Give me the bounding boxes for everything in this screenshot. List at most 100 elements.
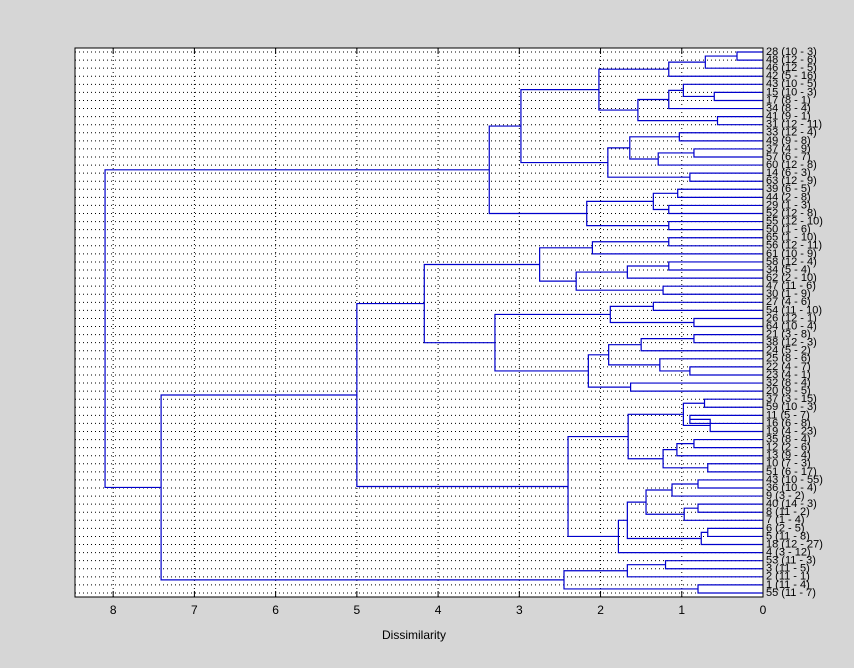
leaf-label: 48 (12 - 6) xyxy=(766,54,817,66)
leaf-label: 58 (12 - 4) xyxy=(766,256,817,268)
dendrogram-link xyxy=(607,147,690,178)
x-tick-label: 2 xyxy=(597,603,604,617)
leaf-label: 37 (4 - 9) xyxy=(766,143,811,155)
leaf-label: 47 (11 - 6) xyxy=(766,280,816,292)
leaf-label: 34 (8 - 4) xyxy=(766,102,811,114)
leaf-label: 30 (1 - 9) xyxy=(766,288,811,300)
leaf-label: 23 (4 - 1) xyxy=(766,369,811,381)
x-tick-label: 4 xyxy=(435,603,442,617)
dendrogram-link xyxy=(700,531,763,546)
dendrogram-link xyxy=(677,188,763,198)
leaf-label: 1 (11 - 4) xyxy=(766,579,810,591)
leaf-label: 40 (14 - 3) xyxy=(766,498,817,510)
leaf-label: 13 (9 - 4) xyxy=(766,450,811,462)
dendrogram-link xyxy=(682,83,763,98)
leaf-label: 21 (3 - 8) xyxy=(766,329,811,341)
leaf-label: 22 (4 - 7) xyxy=(766,361,811,373)
leaf-label: 28 (10 - 3) xyxy=(766,46,817,58)
dendrogram-link xyxy=(697,479,763,489)
leaf-label: 42 (5 - 16) xyxy=(766,70,817,82)
dendrogram-link xyxy=(668,237,763,247)
dendrogram-link xyxy=(664,560,763,570)
leaf-label: 36 (10 - 4) xyxy=(766,482,817,494)
leaf-label: 53 (11 - 3) xyxy=(766,555,816,567)
leaf-label: 18 (12 - 27) xyxy=(766,538,823,550)
leaf-label: 5 (11 - 8) xyxy=(766,530,810,542)
dendrogram-link xyxy=(689,418,763,433)
leaf-label: 43 (10 - 5) xyxy=(766,78,817,90)
dendrogram-link xyxy=(627,413,684,460)
leaf-label: 14 (6 - 3) xyxy=(766,167,811,179)
x-tick-label: 5 xyxy=(354,603,361,617)
dendrogram-link xyxy=(356,302,569,488)
leaf-label: 9 (3 - 2) xyxy=(766,490,805,502)
leaf-label: 32 (8 - 4) xyxy=(766,377,811,389)
leaf-label: 44 (2 - 8) xyxy=(766,191,811,203)
leaf-label: 51 (6 - 17) xyxy=(766,466,817,478)
leaf-label: 10 (7 - 3) xyxy=(766,458,811,470)
dendrogram-link xyxy=(689,366,763,376)
dendrogram-link xyxy=(662,449,708,469)
dendrogram-link xyxy=(668,61,763,77)
leaf-label: 49 (9 - 8) xyxy=(766,135,811,147)
leaf-label: 29 (1 - 3) xyxy=(766,199,811,211)
dendrogram-link xyxy=(682,402,711,427)
leaf-label: 52 (12 - 8) xyxy=(766,207,817,219)
dendrogram-link xyxy=(697,503,763,513)
leaf-label: 50 (1 - 6) xyxy=(766,224,811,236)
dendrogram-link xyxy=(563,570,699,590)
leaf-label: 57 (6 - 7) xyxy=(766,151,811,163)
leaf-label: 62 (2 - 10) xyxy=(766,272,817,284)
leaf-label: 39 (6 - 5) xyxy=(766,183,811,195)
leaf-label: 35 (8 - 4) xyxy=(766,433,811,445)
leaf-label: 7 (1 - 4) xyxy=(766,514,805,526)
leaf-label: 33 (12 - 4) xyxy=(766,127,817,139)
leaf-label: 64 (10 - 4) xyxy=(766,320,817,332)
x-tick-label: 6 xyxy=(272,603,279,617)
x-axis-label: Dissimilarity xyxy=(382,628,446,642)
dendrogram-link xyxy=(423,263,540,344)
leaf-label: 63 (12 - 9) xyxy=(766,175,817,187)
axes-frame xyxy=(74,47,764,598)
dendrogram-link xyxy=(575,271,664,291)
leaf-label: 3 (11 - 5) xyxy=(766,563,810,575)
leaf-label: 60 (12 - 8) xyxy=(766,159,817,171)
leaf-label: 17 (8 - 1) xyxy=(766,94,811,106)
leaf-label: 55 (12 - 10) xyxy=(766,215,823,227)
dendrogram-link xyxy=(668,89,763,110)
dendrogram-link xyxy=(659,358,763,372)
leaf-label: 54 (11 - 10) xyxy=(766,304,822,316)
leaf-label: 46 (12 - 5) xyxy=(766,62,817,74)
leaf-label: 25 (8 - 6) xyxy=(766,353,811,365)
dendrogram-link xyxy=(598,68,669,111)
x-tick-label: 8 xyxy=(110,603,117,617)
x-tick-label: 7 xyxy=(191,603,198,617)
dendrogram-link xyxy=(591,241,763,255)
dendrogram-link xyxy=(104,169,490,489)
leaf-label: 43 (10 - 55) xyxy=(766,474,823,486)
leaf-label: 20 (9 - 5) xyxy=(766,385,811,397)
leaf-label: 59 (10 - 3) xyxy=(766,401,817,413)
leaf-label: 31 (12 - 11) xyxy=(766,119,822,131)
leaf-label: 15 (10 - 3) xyxy=(766,86,817,98)
x-tick-label: 1 xyxy=(678,603,685,617)
dendrogram-link xyxy=(668,220,763,231)
leaf-label: 34 (5 - 4) xyxy=(766,264,811,276)
dendrogram-link xyxy=(703,398,763,408)
dendrogram-link xyxy=(160,394,564,581)
x-tick-label: 3 xyxy=(516,603,523,617)
leaf-label: 8 (11 - 2) xyxy=(766,506,810,518)
leaf-label: 55 (11 - 7) xyxy=(766,587,816,599)
leaf-label: 6 (2 - 5) xyxy=(766,522,805,534)
leaf-label: 27 (4 - 6) xyxy=(766,296,811,308)
leaf-label: 19 (4 - 23) xyxy=(766,425,817,437)
leaf-label: 12 (2 - 6) xyxy=(766,442,811,454)
leaf-label: 61 (10 - 9) xyxy=(766,248,817,260)
dendrogram-link xyxy=(662,285,763,295)
leaf-label: 41 (9 - 1) xyxy=(766,111,811,123)
leaf-label: 16 (6 - 8) xyxy=(766,417,811,429)
leaf-label: 38 (12 - 3) xyxy=(766,337,817,349)
leaf-label: 2 (11 - 1) xyxy=(766,571,810,583)
leaf-label: 4 (3 - 12) xyxy=(766,547,811,559)
